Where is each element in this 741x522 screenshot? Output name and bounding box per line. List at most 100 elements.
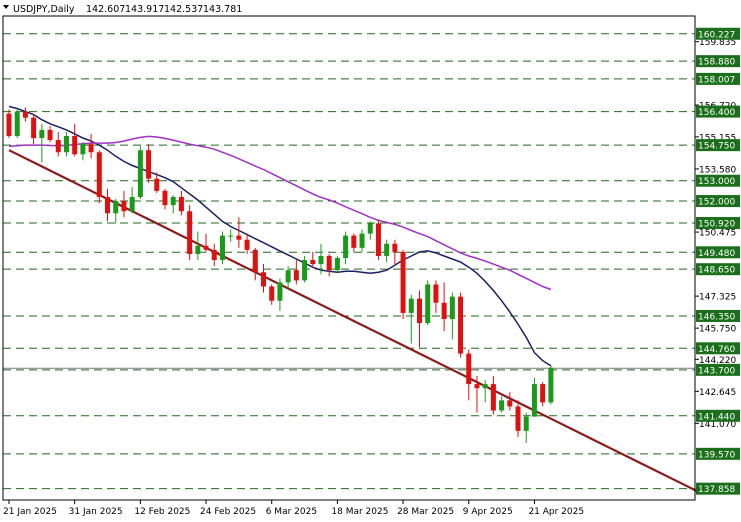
level-label-1: 158.880 xyxy=(698,58,735,68)
candle-body-58 xyxy=(482,384,488,389)
level-badge-14 xyxy=(696,447,740,460)
plot-frame xyxy=(2,15,696,501)
level-label-8: 149.480 xyxy=(698,249,735,259)
candle-body-4 xyxy=(39,129,45,139)
candle-body-22 xyxy=(187,211,193,254)
x-tick-label-5: 18 Mar 2025 xyxy=(331,507,388,517)
candle-body-35 xyxy=(293,270,299,281)
y-tick-label-9: 141.070 xyxy=(699,420,736,430)
candle-body-13 xyxy=(113,201,119,214)
candle-body-59 xyxy=(490,384,496,411)
candle-body-47 xyxy=(392,243,398,252)
candle-body-26 xyxy=(219,235,225,261)
candle-body-37 xyxy=(310,260,316,265)
ohlc-open: 142.607 xyxy=(86,4,125,15)
moving-average-line-0 xyxy=(8,105,552,367)
level-badge-15 xyxy=(696,482,740,495)
chart-header: USDJPY,Daily 142.607 143.917 142.537 143… xyxy=(3,4,242,15)
level-badge-7 xyxy=(696,217,740,230)
level-badge-0 xyxy=(696,27,740,40)
candle-body-46 xyxy=(384,243,390,256)
candle-body-11 xyxy=(96,152,102,197)
candle-body-50 xyxy=(417,298,422,324)
level-label-12: 143.700 xyxy=(698,366,735,376)
candle-body-14 xyxy=(121,201,127,212)
candle-body-66 xyxy=(548,367,554,403)
candle-body-42 xyxy=(351,235,357,248)
candle-body-15 xyxy=(129,196,135,212)
moving-average-line-1 xyxy=(8,135,552,291)
candle-body-18 xyxy=(154,178,160,191)
candle-body-19 xyxy=(162,190,168,206)
level-badge-10 xyxy=(696,309,740,322)
x-tick-label-8: 21 Apr 2025 xyxy=(528,507,584,517)
candle-body-64 xyxy=(531,384,537,417)
candle-body-43 xyxy=(359,233,365,248)
ohlc-high: 143.917 xyxy=(125,4,164,15)
candle-body-57 xyxy=(474,384,480,389)
level-badge-1 xyxy=(696,55,740,68)
level-badge-11 xyxy=(696,342,740,355)
candle-body-63 xyxy=(523,416,529,431)
y-axis-ticks: 159.835156.720155.155153.580150.475147.3… xyxy=(695,38,736,430)
candle-body-40 xyxy=(334,258,340,271)
level-label-4: 154.750 xyxy=(698,142,735,152)
candle-body-53 xyxy=(441,302,447,320)
level-badge-8 xyxy=(696,246,740,259)
candle-body-17 xyxy=(146,150,152,179)
y-tick-label-7: 144.220 xyxy=(699,356,736,366)
candle-body-36 xyxy=(302,260,308,281)
ohlc-close: 143.781 xyxy=(203,4,242,15)
level-price-labels: 160.227 158.880 158.007 156.400 154.750 153.0… xyxy=(696,27,740,495)
level-badge-12 xyxy=(696,363,740,376)
level-label-6: 152.000 xyxy=(698,198,735,208)
candle-body-8 xyxy=(72,135,78,155)
candle-body-51 xyxy=(425,284,431,324)
candle-body-0 xyxy=(6,113,12,136)
level-label-9: 148.650 xyxy=(698,266,735,276)
candle-body-60 xyxy=(499,400,505,411)
level-badge-4 xyxy=(696,139,740,152)
candle-body-62 xyxy=(515,406,521,431)
level-badge-2 xyxy=(696,72,740,85)
y-tick-label-2: 155.155 xyxy=(699,133,736,143)
level-label-5: 153.000 xyxy=(698,177,735,187)
moving-averages xyxy=(8,105,552,367)
candle-body-28 xyxy=(236,235,242,240)
collapse-triangle-icon[interactable] xyxy=(3,5,9,9)
x-tick-label-0: 21 Jan 2025 xyxy=(3,507,57,517)
horizontal-levels xyxy=(3,33,695,490)
candle-body-54 xyxy=(449,296,455,320)
candle-body-38 xyxy=(318,255,324,265)
candle-body-3 xyxy=(31,117,37,139)
candle-body-55 xyxy=(458,296,464,354)
level-badge-13 xyxy=(696,409,740,422)
candle-body-25 xyxy=(211,249,217,261)
candle-body-2 xyxy=(22,111,28,118)
level-label-3: 156.400 xyxy=(698,108,735,118)
candle-body-6 xyxy=(55,140,61,153)
ohlc-low: 142.537 xyxy=(164,4,203,15)
x-axis-ticks: 21 Jan 2025 31 Jan 2025 12 Feb 2025 24 Feb … xyxy=(3,500,584,517)
candle-body-1 xyxy=(14,111,20,136)
level-badge-5 xyxy=(696,174,740,187)
candle-body-41 xyxy=(343,235,349,258)
y-tick-label-5: 147.325 xyxy=(699,293,736,303)
y-tick-label-6: 145.750 xyxy=(699,325,736,335)
x-tick-label-1: 31 Jan 2025 xyxy=(69,507,123,517)
candle-body-49 xyxy=(408,298,414,313)
level-badge-3 xyxy=(696,105,740,118)
candle-body-52 xyxy=(433,284,439,303)
level-label-11: 144.760 xyxy=(698,345,735,355)
candle-body-9 xyxy=(80,144,86,155)
level-badge-6 xyxy=(696,195,740,208)
candle-body-5 xyxy=(47,129,53,141)
candle-body-32 xyxy=(269,286,275,301)
candle-body-16 xyxy=(137,150,143,197)
candle-body-45 xyxy=(375,223,381,256)
candle-body-34 xyxy=(285,270,291,283)
candlesticks xyxy=(6,107,554,444)
y-tick-label-0: 159.835 xyxy=(699,38,736,48)
candle-body-21 xyxy=(178,196,184,212)
